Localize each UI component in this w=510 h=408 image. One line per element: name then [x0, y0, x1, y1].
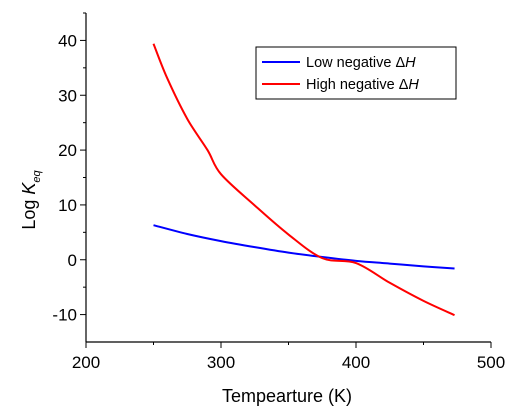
legend-box [255, 46, 457, 100]
x-axis-title: Tempearture (K) [222, 386, 352, 406]
y-axis-title-sub: eq [31, 169, 43, 182]
x-tick-label: 300 [207, 353, 235, 372]
y-tick-label: 30 [58, 86, 77, 105]
y-tick-label: 20 [58, 141, 77, 160]
series-line-high-negative-dh [152, 43, 455, 317]
x-tick-label: 500 [477, 353, 505, 372]
series-layer [152, 43, 455, 317]
y-tick-label: 10 [58, 196, 77, 215]
y-axis-title: Log Keq [19, 169, 43, 229]
y-ticks: -10 0 10 20 30 40 [52, 12, 86, 325]
y-axis-title-var: K [19, 182, 39, 195]
legend: Low negative ΔH High negative ΔH [255, 46, 457, 100]
y-tick-label: 0 [68, 251, 77, 270]
x-tick-label: 200 [72, 353, 100, 372]
x-ticks: 200 300 400 500 [72, 342, 505, 372]
series-line-low-negative-dh [153, 224, 455, 270]
y-tick-label: 40 [58, 31, 77, 50]
y-tick-label: -10 [52, 306, 77, 325]
legend-label-high: High negative ΔH [306, 77, 419, 93]
legend-label-low: Low negative ΔH [306, 55, 416, 71]
x-tick-label: 400 [342, 353, 370, 372]
y-axis-title-main: Log [19, 195, 39, 230]
